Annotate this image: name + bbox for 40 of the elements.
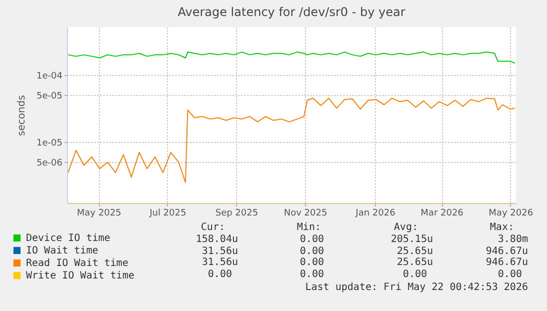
text: 946.67u [486, 246, 528, 257]
text: Min: [296, 222, 321, 233]
legend-label: Write IO Wait time [26, 270, 134, 282]
chart-title: Average latency for /dev/sr0 - by year [178, 5, 406, 19]
text: Max: [490, 222, 514, 233]
x-tick-label: Jan 2026 [354, 208, 396, 218]
text: 0.00 [300, 246, 324, 257]
x-tick-label: Mar 2026 [420, 208, 464, 218]
text: 946.67u [486, 257, 528, 268]
text: 0.00 [208, 269, 232, 280]
text: Last update: Fri May 22 00:42:53 2026 [305, 282, 528, 293]
text: 31.56u [202, 246, 238, 257]
line-series [68, 98, 516, 183]
legend-label: Read IO Wait time [26, 258, 128, 269]
text: Cur: [200, 222, 225, 233]
text: 158.04u [196, 234, 238, 245]
text: 25.65u [396, 246, 433, 257]
y-tick-label: 5e-06 [36, 158, 63, 169]
y-tick-label: 1e-04 [36, 71, 63, 82]
x-tick-label: May 2026 [488, 208, 534, 218]
text: 205.15u [390, 234, 433, 245]
line-series [68, 52, 516, 64]
text: 0.00 [300, 234, 324, 245]
x-tick-label: Nov 2025 [284, 208, 328, 218]
text: 3.80m [498, 234, 528, 245]
text: 0.00 [300, 257, 324, 268]
text: 25.65u [396, 257, 433, 268]
legend-label: IO Wait time [26, 246, 98, 256]
y-axis-title: seconds [16, 95, 28, 136]
text: 0.00 [402, 269, 427, 280]
x-tick-label: Jul 2025 [148, 208, 186, 218]
y-tick-label: 1e-05 [36, 138, 62, 149]
text: 0.00 [498, 269, 522, 280]
y-tick-label: 5e-05 [36, 92, 62, 102]
legend-label: Device IO time [26, 233, 110, 244]
x-tick-label: Sep 2025 [215, 208, 258, 218]
text: 31.56u [202, 257, 238, 268]
x-tick-label: May 2025 [76, 208, 122, 218]
text: Avg: [394, 222, 418, 233]
text: 0.00 [300, 269, 324, 280]
